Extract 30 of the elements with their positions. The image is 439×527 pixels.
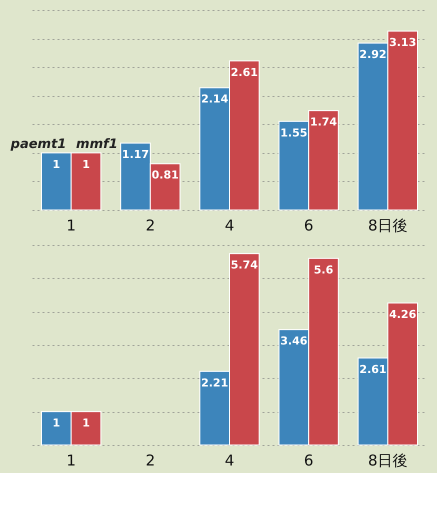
data-label: 2.92	[359, 48, 387, 62]
x-tick-label: 4	[224, 452, 234, 470]
data-label: 2.61	[359, 363, 387, 376]
data-label: 1.17	[122, 148, 150, 162]
series-label: paemt1	[10, 136, 66, 152]
data-label: 2.61	[230, 66, 258, 79]
data-label: 4.26	[389, 308, 417, 321]
x-tick-label: 2	[146, 216, 156, 234]
data-label: 1	[82, 158, 90, 171]
data-label: 0.81	[152, 168, 179, 182]
data-label: 2.21	[201, 376, 228, 390]
x-tick-label: 2	[146, 452, 156, 470]
x-tick-label: 1	[66, 452, 76, 470]
x-tick-label: 8日後	[368, 452, 408, 470]
x-tick-label: 6	[304, 452, 314, 470]
x-tick-label: 6	[304, 216, 314, 234]
data-label: 1.74	[310, 116, 338, 129]
data-label: 3.46	[280, 334, 308, 348]
data-label: 1	[82, 416, 90, 430]
x-tick-label: 8日後	[368, 216, 408, 234]
series-label: mmf1	[76, 136, 118, 152]
x-tick-label: 1	[66, 216, 76, 234]
data-label: 5.74	[230, 258, 258, 272]
data-label: 1	[52, 416, 60, 430]
data-label: 3.13	[389, 36, 416, 50]
data-label: 5.6	[314, 263, 334, 276]
data-label: 2.14	[201, 92, 229, 106]
data-label: 1.55	[280, 126, 308, 140]
data-label: 1	[52, 158, 60, 171]
x-tick-label: 4	[224, 216, 234, 234]
